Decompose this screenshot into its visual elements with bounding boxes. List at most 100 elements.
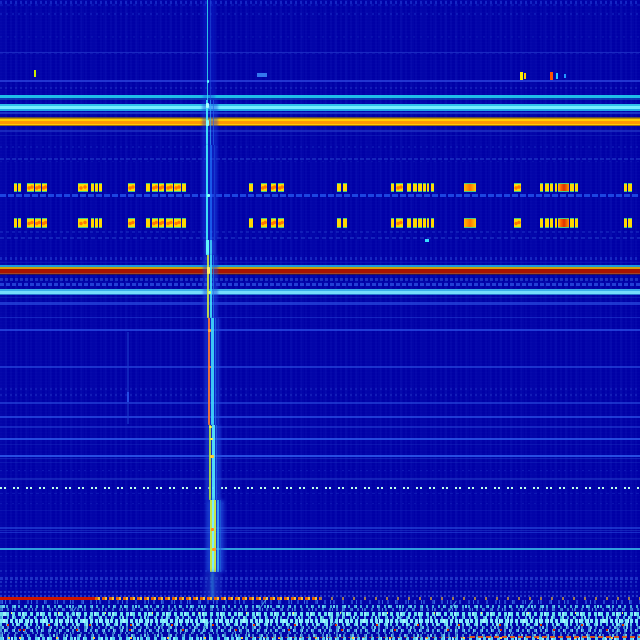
h-line bbox=[0, 13, 640, 15]
burst-segment bbox=[343, 218, 347, 228]
streak-hotspot bbox=[209, 426, 212, 428]
burst-segment bbox=[391, 218, 394, 228]
h-line bbox=[0, 52, 640, 53]
burst-segment bbox=[545, 218, 549, 228]
h-line bbox=[0, 585, 640, 587]
noise-row bbox=[0, 619, 640, 623]
signal-mark bbox=[524, 73, 526, 79]
burst-segment bbox=[337, 218, 341, 228]
noise-row bbox=[0, 612, 640, 614]
burst-segment bbox=[166, 218, 173, 228]
vertical-streak-part bbox=[210, 100, 211, 145]
streak-hotspot bbox=[210, 438, 213, 440]
h-line bbox=[0, 104, 640, 106]
h-line bbox=[0, 119, 640, 121]
burst-segment bbox=[423, 183, 426, 192]
h-line bbox=[0, 291, 640, 294]
burst-segment bbox=[407, 183, 411, 192]
signal-mark bbox=[425, 239, 429, 242]
h-line bbox=[0, 591, 640, 593]
burst-segment bbox=[558, 218, 569, 228]
h-line bbox=[0, 231, 640, 233]
vertical-smudge bbox=[127, 332, 129, 424]
burst-segment bbox=[570, 218, 574, 228]
burst-segment bbox=[78, 183, 88, 192]
h-line bbox=[0, 98, 640, 100]
burst-segment bbox=[624, 218, 627, 228]
vertical-streak-part bbox=[213, 100, 214, 145]
streak-hotspot bbox=[209, 366, 211, 368]
vertical-streak-part bbox=[208, 318, 210, 425]
vertical-streak-part bbox=[210, 145, 212, 240]
h-line bbox=[0, 527, 640, 529]
burst-segment bbox=[555, 218, 557, 228]
burst-segment bbox=[407, 218, 411, 228]
h-line bbox=[0, 532, 640, 533]
h-line bbox=[0, 265, 640, 267]
burst-segment bbox=[27, 218, 34, 228]
streak-hotspot bbox=[208, 329, 211, 332]
h-line bbox=[0, 161, 640, 162]
h-line bbox=[0, 394, 640, 396]
burst-segment bbox=[14, 218, 17, 228]
vertical-streak-part bbox=[216, 425, 217, 500]
h-line bbox=[0, 158, 640, 160]
burst-segment bbox=[128, 183, 135, 192]
burst-segment bbox=[91, 183, 94, 192]
burst-segment bbox=[343, 183, 347, 192]
burst-segment bbox=[431, 183, 434, 192]
h-line bbox=[0, 462, 640, 463]
h-line bbox=[0, 556, 640, 557]
burst-segment bbox=[545, 183, 549, 192]
burst-segment bbox=[182, 218, 186, 228]
vertical-streak-part bbox=[207, 0, 208, 100]
h-line bbox=[0, 538, 640, 539]
noise-row bbox=[0, 605, 640, 608]
burst-segment bbox=[396, 218, 403, 228]
burst-segment bbox=[152, 183, 158, 192]
h-line bbox=[0, 146, 640, 148]
vertical-streak-part bbox=[211, 318, 214, 425]
vertical-streak-part bbox=[210, 255, 212, 318]
burst-segment bbox=[174, 218, 181, 228]
vertical-streak-part bbox=[206, 240, 209, 255]
h-line bbox=[0, 366, 640, 368]
vertical-streak-part bbox=[214, 500, 216, 572]
vertical-streak-part bbox=[218, 318, 219, 425]
h-line bbox=[0, 297, 640, 298]
burst-segment bbox=[464, 183, 476, 192]
burst-segment bbox=[464, 218, 476, 228]
burst-segment bbox=[174, 183, 181, 192]
burst-segment bbox=[431, 218, 434, 228]
burst-segment bbox=[91, 218, 94, 228]
streak-hotspot bbox=[207, 194, 210, 197]
vertical-streak-part bbox=[214, 145, 215, 240]
h-line bbox=[0, 109, 640, 111]
vertical-streak-part bbox=[207, 255, 209, 318]
h-line bbox=[0, 1, 640, 4]
noise-row bbox=[0, 637, 640, 639]
h-line bbox=[0, 118, 640, 119]
h-line bbox=[0, 262, 640, 263]
burst-segment bbox=[278, 183, 284, 192]
h-line bbox=[0, 283, 640, 286]
noise-row bbox=[0, 634, 640, 637]
h-line bbox=[0, 317, 640, 318]
h-line bbox=[0, 458, 640, 459]
h-line bbox=[0, 294, 640, 295]
h-line bbox=[0, 493, 640, 494]
h-line bbox=[0, 112, 640, 114]
orange-line bbox=[250, 637, 470, 638]
burst-segment bbox=[540, 218, 543, 228]
burst-segment bbox=[42, 218, 47, 228]
h-line bbox=[0, 36, 640, 38]
burst-segment bbox=[628, 183, 632, 192]
h-line bbox=[0, 289, 640, 291]
h-line bbox=[0, 402, 640, 404]
burst-segment bbox=[413, 183, 417, 192]
h-line bbox=[0, 455, 640, 457]
noise-row bbox=[0, 626, 640, 629]
burst-segment bbox=[146, 218, 150, 228]
h-line bbox=[0, 548, 640, 550]
